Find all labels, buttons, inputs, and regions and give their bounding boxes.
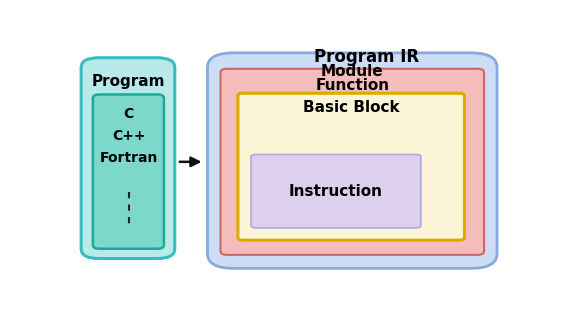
Text: Fortran: Fortran [99, 151, 158, 165]
FancyBboxPatch shape [207, 53, 497, 268]
Text: Function: Function [315, 78, 389, 93]
FancyBboxPatch shape [220, 69, 484, 255]
FancyBboxPatch shape [93, 94, 164, 249]
Text: Program IR: Program IR [314, 48, 419, 66]
FancyBboxPatch shape [251, 155, 421, 228]
FancyBboxPatch shape [238, 93, 464, 240]
Text: C: C [124, 107, 134, 121]
FancyBboxPatch shape [81, 58, 175, 259]
Text: Module: Module [321, 64, 384, 79]
Text: Basic Block: Basic Block [303, 100, 400, 115]
Text: Instruction: Instruction [289, 184, 383, 199]
Text: C++: C++ [112, 129, 146, 143]
Text: Program: Program [91, 74, 165, 89]
